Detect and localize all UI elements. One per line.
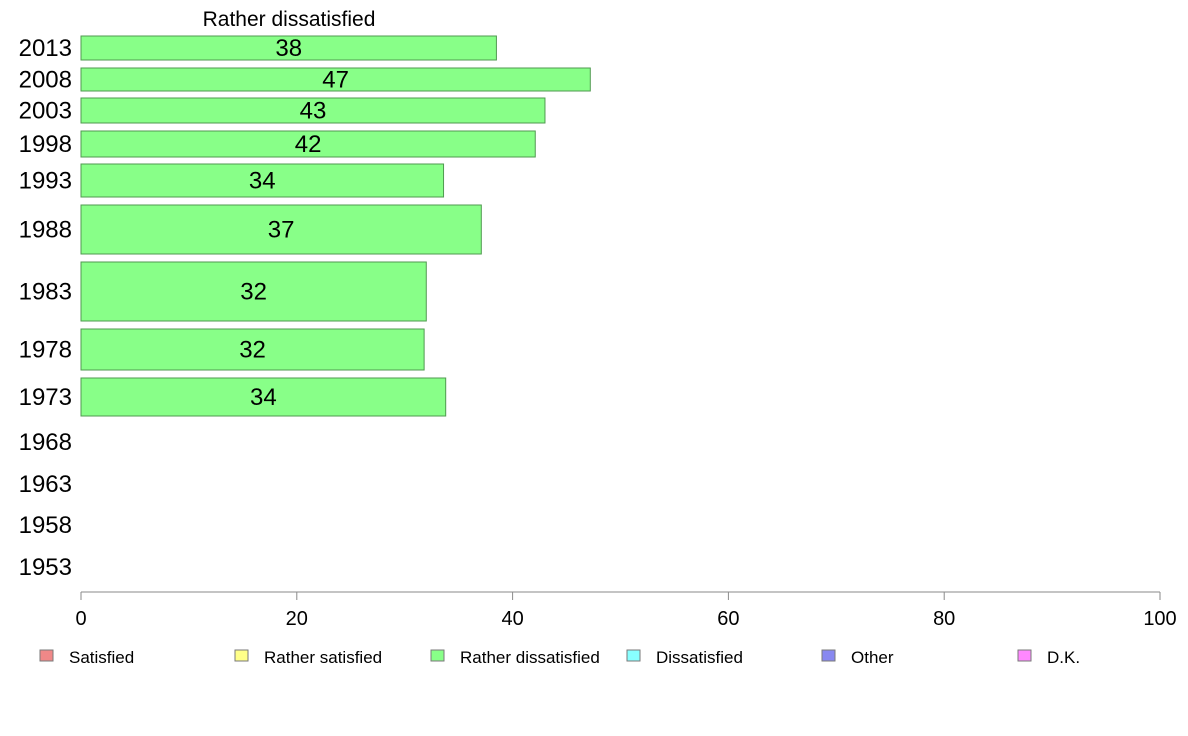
y-axis-labels: 2013 2008 2003 1998 1993 1988 1983 1978 1973 1968… <box>19 35 72 581</box>
legend-label: Dissatisfied <box>656 648 743 667</box>
bar <box>80 328 425 371</box>
bars-layer: 38 47 43 42 34 37 32 32 34 <box>80 35 591 417</box>
x-tick-label: 60 <box>717 608 739 630</box>
y-tick-label: 1998 <box>19 131 72 158</box>
y-tick-label: 2013 <box>19 35 72 62</box>
legend-label: Rather dissatisfied <box>460 648 600 667</box>
x-axis: 0 20 40 60 80 100 <box>75 591 1177 630</box>
legend-swatch <box>430 649 445 662</box>
legend-item: Satisfied <box>39 648 134 667</box>
bar-value-label: 37 <box>268 217 295 244</box>
legend-swatch <box>821 649 836 662</box>
legend-swatch <box>1017 649 1032 662</box>
legend-item: Rather satisfied <box>234 648 382 667</box>
bar <box>80 377 447 417</box>
bar-value-label: 38 <box>275 35 302 62</box>
chart-title: Rather dissatisfied <box>203 8 376 31</box>
bar-value-label: 34 <box>249 168 276 195</box>
bar-value-label: 47 <box>322 67 349 94</box>
legend-item: Rather dissatisfied <box>430 648 600 667</box>
legend-label: Satisfied <box>69 648 134 667</box>
bar-value-label: 34 <box>250 384 277 411</box>
bar <box>80 204 482 255</box>
bar <box>80 163 445 198</box>
bar <box>80 67 591 92</box>
legend: Satisfied Rather satisfied Rather dissatis… <box>39 648 1080 667</box>
bar-value-label: 32 <box>239 337 266 364</box>
legend-label: Other <box>851 648 894 667</box>
legend-swatch <box>234 649 249 662</box>
bar-value-label: 42 <box>295 131 322 158</box>
y-tick-label: 1963 <box>19 471 72 498</box>
legend-swatch <box>39 649 54 662</box>
bar <box>80 130 536 158</box>
y-tick-label: 2008 <box>19 67 72 94</box>
legend-label: D.K. <box>1047 648 1080 667</box>
y-tick-label: 1953 <box>19 554 72 581</box>
bar <box>80 261 427 322</box>
legend-label: Rather satisfied <box>264 648 382 667</box>
bar <box>80 35 497 61</box>
y-tick-label: 1978 <box>19 337 72 364</box>
x-tick-label: 20 <box>286 608 308 630</box>
bar-value-label: 43 <box>300 98 327 125</box>
bar <box>80 97 546 124</box>
y-tick-label: 1968 <box>19 429 72 456</box>
legend-item: Other <box>821 648 894 667</box>
y-tick-label: 1988 <box>19 217 72 244</box>
legend-item: D.K. <box>1017 648 1080 667</box>
y-tick-label: 1983 <box>19 279 72 306</box>
y-tick-label: 1973 <box>19 384 72 411</box>
x-tick-label: 100 <box>1143 608 1176 630</box>
x-tick-label: 40 <box>501 608 523 630</box>
legend-item: Dissatisfied <box>626 648 743 667</box>
x-tick-label: 80 <box>933 608 955 630</box>
y-tick-label: 2003 <box>19 98 72 125</box>
bar-value-label: 32 <box>240 279 267 306</box>
y-tick-label: 1993 <box>19 168 72 195</box>
x-tick-label: 0 <box>75 608 86 630</box>
legend-swatch <box>626 649 641 662</box>
y-tick-label: 1958 <box>19 512 72 539</box>
